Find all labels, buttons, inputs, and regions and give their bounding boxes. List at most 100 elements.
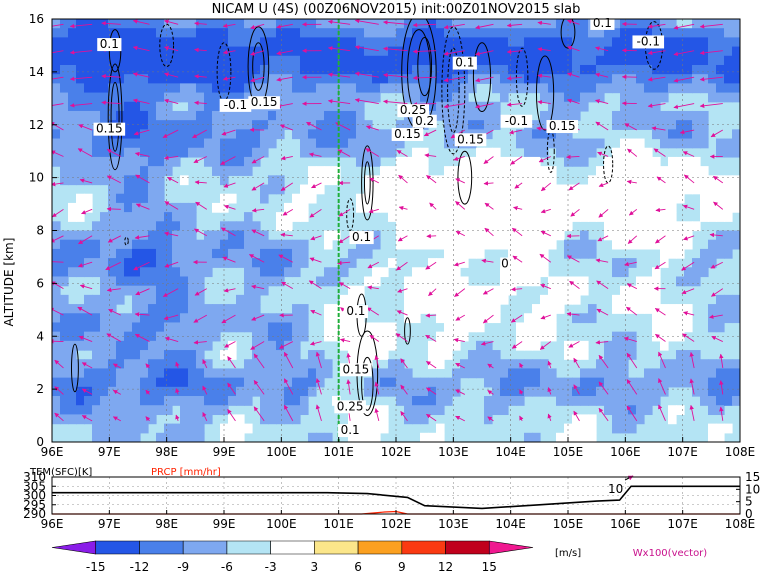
shading-cell [532,120,541,130]
shading-cell [476,285,485,296]
shading-cell [260,83,269,94]
shading-cell [388,212,397,222]
shading-cell [492,19,501,29]
shading-cell [228,258,237,268]
shading-cell [188,202,197,213]
shading-cell [500,28,509,38]
wind-vector [453,337,465,343]
shading-cell [412,276,421,287]
shading-cell [60,156,69,167]
shading-cell [420,276,429,287]
shading-cell [476,37,485,48]
shading-cell [532,239,541,250]
shading-cell [228,156,237,167]
shading-cell [316,46,325,57]
shading-cell [180,340,189,351]
shading-cell [236,83,245,94]
shading-cell [500,64,509,75]
shading-cell [484,350,493,360]
shading-cell [492,55,501,66]
shading-cell [580,368,589,379]
shading-cell [636,405,645,416]
shading-cell [68,92,77,103]
shading-cell [668,359,677,370]
shading-cell [396,184,405,195]
shading-cell [52,368,61,379]
shading-cell [676,46,685,57]
contour-ring [107,63,123,171]
shading-cell [468,74,477,84]
wind-vector [278,254,294,263]
shading-cell [188,304,197,314]
shading-cell [636,83,645,94]
shading-cell [140,322,149,333]
shading-cell [436,304,445,314]
shading-cell [340,129,349,140]
shading-cell [228,386,237,397]
shading-cell [356,92,365,103]
shading-cell [364,386,373,397]
shading-cell [60,386,69,397]
shading-cell [172,55,181,66]
shading-cell [612,212,621,222]
shading-cell [460,202,469,213]
shading-cell [124,129,133,140]
shading-cell [420,239,429,250]
shading-cell [60,92,69,103]
shading-cell [436,423,445,434]
legend-label: 3 [311,560,319,574]
wind-vector [709,232,723,238]
shading-cell [468,101,477,112]
shading-cell [644,368,653,379]
shading-cell [196,239,205,250]
shading-cell [76,267,85,278]
shading-cell [316,184,325,195]
wind-vector [510,156,523,165]
shading-cell [196,37,205,48]
shading-cell [668,313,677,324]
shading-cell [100,432,109,442]
shading-cell [532,359,541,370]
shading-cell [92,377,101,388]
shading-cell [516,258,525,268]
shading-cell [380,19,389,29]
shading-cell [628,386,637,397]
shading-cell [252,110,261,121]
shading-cell [444,340,453,351]
shading-cell [516,331,525,342]
shading-cell [364,64,373,75]
y-tick-label: 14 [29,65,44,79]
shading-cell [84,64,93,75]
shading-cell [652,322,661,333]
legend-label: -12 [130,560,150,574]
shading-cell [628,294,637,305]
wind-vector [482,288,494,295]
shading-cell [692,19,701,29]
shading-cell [164,368,173,379]
shading-cell [332,74,341,84]
shading-cell [364,202,373,213]
shading-cell [132,19,141,29]
shading-cell [276,55,285,66]
contour-label-bg [219,98,252,112]
shading-cell [68,405,77,416]
wind-vector [655,333,666,342]
shading-cell [212,202,221,213]
shading-cell [580,423,589,434]
shading-cell [324,368,333,379]
shading-cell [452,322,461,333]
shading-cell [188,432,197,442]
wind-vector [656,176,666,184]
shading-cell [556,285,565,296]
shading-cell [444,184,453,195]
contour-label-bg [93,122,126,136]
shading-cell [60,322,69,333]
wind-vector [651,126,666,131]
shading-cell [588,396,597,406]
wind-vector [425,261,437,270]
shading-cell [532,129,541,140]
shading-cell [308,110,317,121]
shading-cell [76,147,85,158]
shading-cell [292,19,301,29]
shading-cell [468,28,477,38]
